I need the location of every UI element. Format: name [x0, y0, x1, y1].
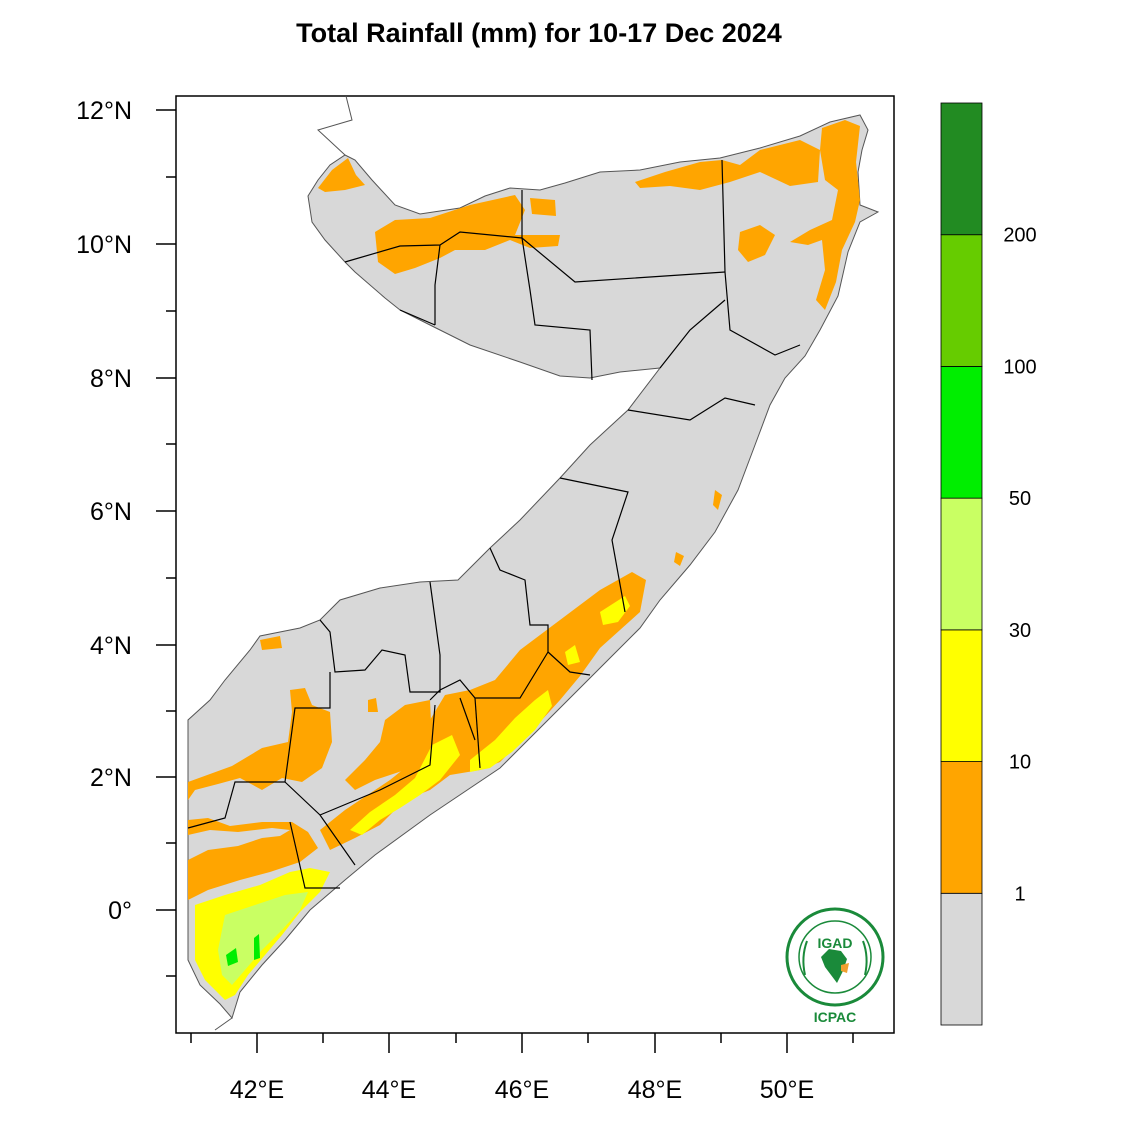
- lat-label-12n: 12°N: [76, 97, 132, 125]
- lon-label-50e: 50°E: [760, 1076, 814, 1104]
- igad-seal-icon: [785, 907, 885, 1007]
- colorbar-label-200: 200: [1003, 225, 1036, 247]
- lat-label-4n: 4°N: [90, 632, 132, 660]
- lat-label-6n: 6°N: [90, 498, 132, 526]
- colorbar-bin-3: [940, 497, 983, 631]
- colorbar-bin-5: [940, 234, 983, 367]
- coast-line-south: [214, 1017, 233, 1031]
- colorbar-label-50: 50: [1009, 488, 1031, 510]
- colorbar-bin-6: [940, 102, 983, 236]
- colorbar-bin-2: [940, 629, 983, 762]
- logo-icpac-text: ICPAC: [813, 1009, 857, 1025]
- colorbar-labels: 1 10 30 50 100 200: [1003, 225, 1036, 906]
- rain-green-areas: [226, 934, 260, 966]
- lon-label-46e: 46°E: [495, 1076, 549, 1104]
- somalia-land: [187, 114, 880, 1020]
- lat-axis: [156, 109, 176, 977]
- lon-label-48e: 48°E: [628, 1076, 682, 1104]
- colorbar-label-30: 30: [1009, 620, 1031, 642]
- rain-lightgreen-areas: [218, 892, 308, 985]
- lat-label-10n: 10°N: [76, 231, 132, 259]
- rain-orange-areas: [188, 120, 860, 900]
- lon-label-44e: 44°E: [362, 1076, 416, 1104]
- lon-label-42e: 42°E: [230, 1076, 284, 1104]
- colorbar-bin-1: [940, 761, 983, 894]
- colorbar-bin-4: [940, 366, 983, 499]
- colorbar-label-10: 10: [1009, 752, 1031, 774]
- colorbar-label-1: 1: [1014, 883, 1025, 905]
- admin-boundaries: [187, 159, 801, 889]
- lat-label-8n: 8°N: [90, 365, 132, 393]
- lon-axis: [190, 1033, 854, 1053]
- plot-frame: [175, 95, 895, 1034]
- map-title: Total Rainfall (mm) for 10-17 Dec 2024: [296, 18, 782, 48]
- lat-label-2n: 2°N: [90, 764, 132, 792]
- neighbour-border: [317, 95, 353, 156]
- colorbar-label-100: 100: [1003, 356, 1036, 378]
- colorbar: [940, 102, 983, 1026]
- colorbar-bin-0: [940, 892, 983, 1026]
- lat-label-0: 0°: [108, 897, 132, 925]
- logo-igad-text: IGAD: [817, 935, 853, 951]
- icpac-logo: IGAD ICPAC: [783, 905, 887, 1029]
